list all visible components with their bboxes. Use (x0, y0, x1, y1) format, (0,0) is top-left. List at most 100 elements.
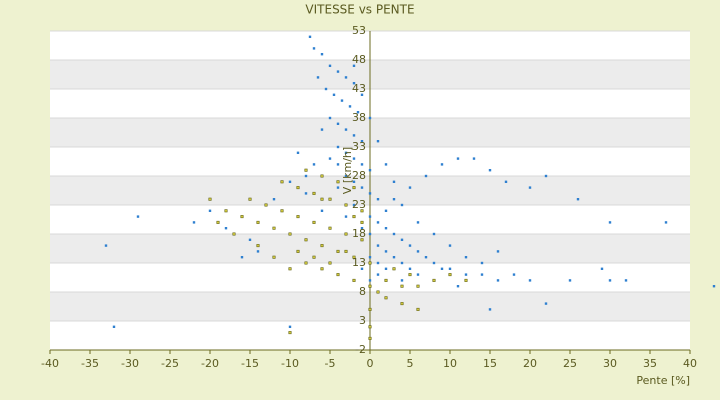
x-tick-label: -5 (325, 357, 336, 370)
point (544, 302, 548, 305)
point (512, 273, 516, 276)
point (488, 308, 492, 311)
point (248, 197, 252, 201)
point (432, 232, 436, 236)
point (496, 250, 500, 253)
point (336, 273, 340, 277)
point (296, 249, 300, 253)
x-tick-label: -35 (81, 357, 99, 370)
point (400, 238, 404, 241)
point (376, 261, 380, 265)
point (272, 255, 276, 259)
point (312, 163, 316, 166)
point (528, 186, 532, 189)
point (316, 76, 320, 79)
point (312, 220, 316, 224)
x-tick-label: -10 (281, 357, 299, 370)
point (416, 273, 420, 276)
point (288, 267, 292, 271)
point (504, 180, 508, 183)
point (344, 151, 348, 154)
y-tick-label: 33 (352, 140, 366, 153)
point (280, 209, 284, 213)
point (264, 203, 268, 207)
point (376, 198, 380, 201)
point (344, 203, 348, 207)
x-tick-label: 40 (683, 357, 697, 370)
point (416, 307, 420, 311)
point (384, 296, 388, 300)
point (336, 122, 340, 125)
point (664, 221, 668, 224)
point (320, 197, 324, 201)
point (360, 209, 364, 213)
point (328, 157, 332, 160)
y-tick-label: 43 (352, 82, 366, 95)
point (352, 64, 356, 67)
point (360, 220, 364, 224)
point (408, 273, 412, 277)
point (392, 232, 396, 236)
point (480, 273, 484, 276)
point (112, 325, 116, 328)
point (408, 267, 412, 270)
point (608, 221, 612, 224)
point (424, 174, 428, 178)
point (248, 238, 252, 241)
point (352, 215, 356, 219)
x-tick-label: 0 (367, 357, 374, 370)
point (392, 180, 396, 183)
y-tick-label: 28 (352, 169, 366, 182)
x-tick-label: -40 (41, 357, 59, 370)
point (352, 255, 356, 259)
point (312, 255, 316, 259)
point (424, 256, 428, 259)
point (464, 256, 468, 259)
y-tick-label: 38 (352, 111, 366, 124)
point (368, 261, 372, 265)
point (328, 116, 332, 120)
point (376, 221, 380, 224)
point (352, 157, 356, 160)
point (544, 174, 548, 178)
point (240, 215, 244, 219)
point (348, 105, 352, 108)
point (408, 244, 412, 247)
point (208, 197, 212, 201)
point (368, 307, 372, 311)
point (320, 128, 324, 131)
point (340, 99, 344, 102)
point (332, 93, 336, 96)
point (464, 278, 468, 282)
point (416, 284, 420, 288)
point (384, 163, 388, 166)
point (360, 267, 364, 270)
point (576, 198, 580, 201)
point (528, 279, 532, 282)
x-tick-label: 10 (443, 357, 457, 370)
point (488, 169, 492, 172)
point (304, 261, 308, 265)
point (320, 267, 324, 271)
point (432, 278, 436, 282)
point (376, 140, 380, 143)
point (608, 279, 612, 282)
point (440, 163, 444, 166)
point (352, 82, 356, 85)
point (600, 267, 604, 270)
point (328, 197, 332, 201)
point (360, 93, 364, 96)
point (384, 267, 388, 270)
point (320, 174, 324, 178)
point (392, 198, 396, 201)
point (344, 76, 348, 79)
point (392, 256, 396, 259)
point (376, 290, 380, 294)
y-tick-label: 13 (352, 256, 366, 269)
x-tick-label: 30 (603, 357, 617, 370)
point (344, 249, 348, 253)
point (368, 116, 372, 120)
point (416, 221, 420, 224)
point (400, 279, 404, 282)
